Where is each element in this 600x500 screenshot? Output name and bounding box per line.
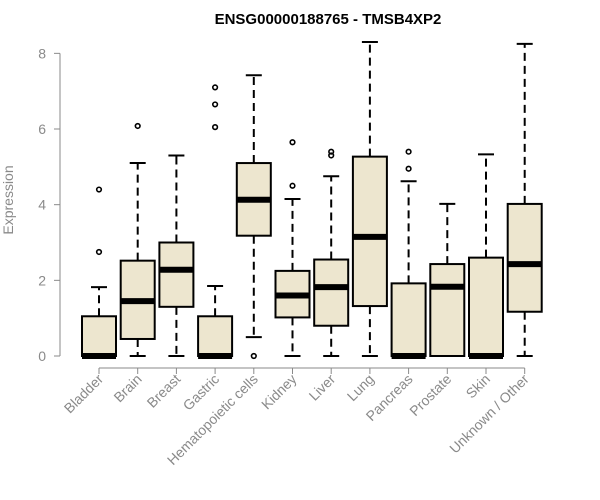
- y-axis: 0 2 4 6 8: [38, 45, 61, 364]
- box: [506, 202, 543, 313]
- box: [468, 256, 504, 357]
- box: [429, 263, 466, 358]
- outlier-point: [212, 101, 219, 108]
- box-group-bladder: [81, 186, 117, 359]
- y-tick-label: 4: [38, 197, 46, 213]
- box-group-lung: [351, 41, 388, 357]
- chart-title: ENSG00000188765 - TMSB4XP2: [215, 11, 442, 28]
- y-tick-label: 2: [38, 272, 46, 288]
- y-tick-label: 6: [38, 121, 46, 137]
- box-group-kidney: [274, 139, 311, 357]
- outlier-point: [328, 148, 335, 155]
- box-group-hematopoietic-cells: [235, 74, 272, 360]
- outlier-point: [212, 84, 219, 91]
- x-tick-label: Prostate: [406, 371, 454, 419]
- outlier-point: [95, 186, 103, 193]
- outlier-point: [289, 139, 296, 146]
- x-tick-label: Bladder: [61, 371, 107, 417]
- box-group-breast: [158, 154, 195, 357]
- box: [390, 282, 427, 358]
- x-tick-label: Kidney: [258, 371, 300, 413]
- box-group-brain: [119, 122, 156, 357]
- outlier-point: [328, 152, 335, 159]
- box: [81, 315, 117, 357]
- box-series: [81, 41, 543, 360]
- box-group-pancreas: [390, 148, 427, 359]
- y-tick-label: 0: [38, 348, 46, 364]
- outlier-point: [405, 165, 412, 172]
- x-tick-label: Liver: [306, 371, 339, 404]
- box: [313, 258, 350, 327]
- outlier-point: [405, 148, 412, 155]
- box-group-unknown-other: [506, 42, 543, 357]
- outlier-point: [250, 352, 257, 360]
- x-tick-label: Skin: [463, 371, 494, 402]
- outlier-point: [95, 248, 103, 256]
- box: [158, 241, 195, 308]
- box-group-liver: [313, 148, 350, 357]
- outlier-point: [134, 122, 141, 130]
- box-group-gastric: [197, 84, 234, 359]
- y-axis-label: Expression: [0, 165, 16, 234]
- x-tick-label: Lung: [344, 371, 377, 404]
- x-tick-label: Brain: [110, 371, 144, 405]
- y-tick-label: 8: [38, 45, 46, 61]
- outlier-point: [212, 124, 219, 131]
- x-tick-label: Breast: [144, 371, 184, 411]
- box: [197, 315, 234, 357]
- box-group-skin: [468, 153, 504, 359]
- outlier-point: [289, 182, 296, 189]
- box-group-prostate: [429, 202, 466, 358]
- box: [351, 155, 388, 308]
